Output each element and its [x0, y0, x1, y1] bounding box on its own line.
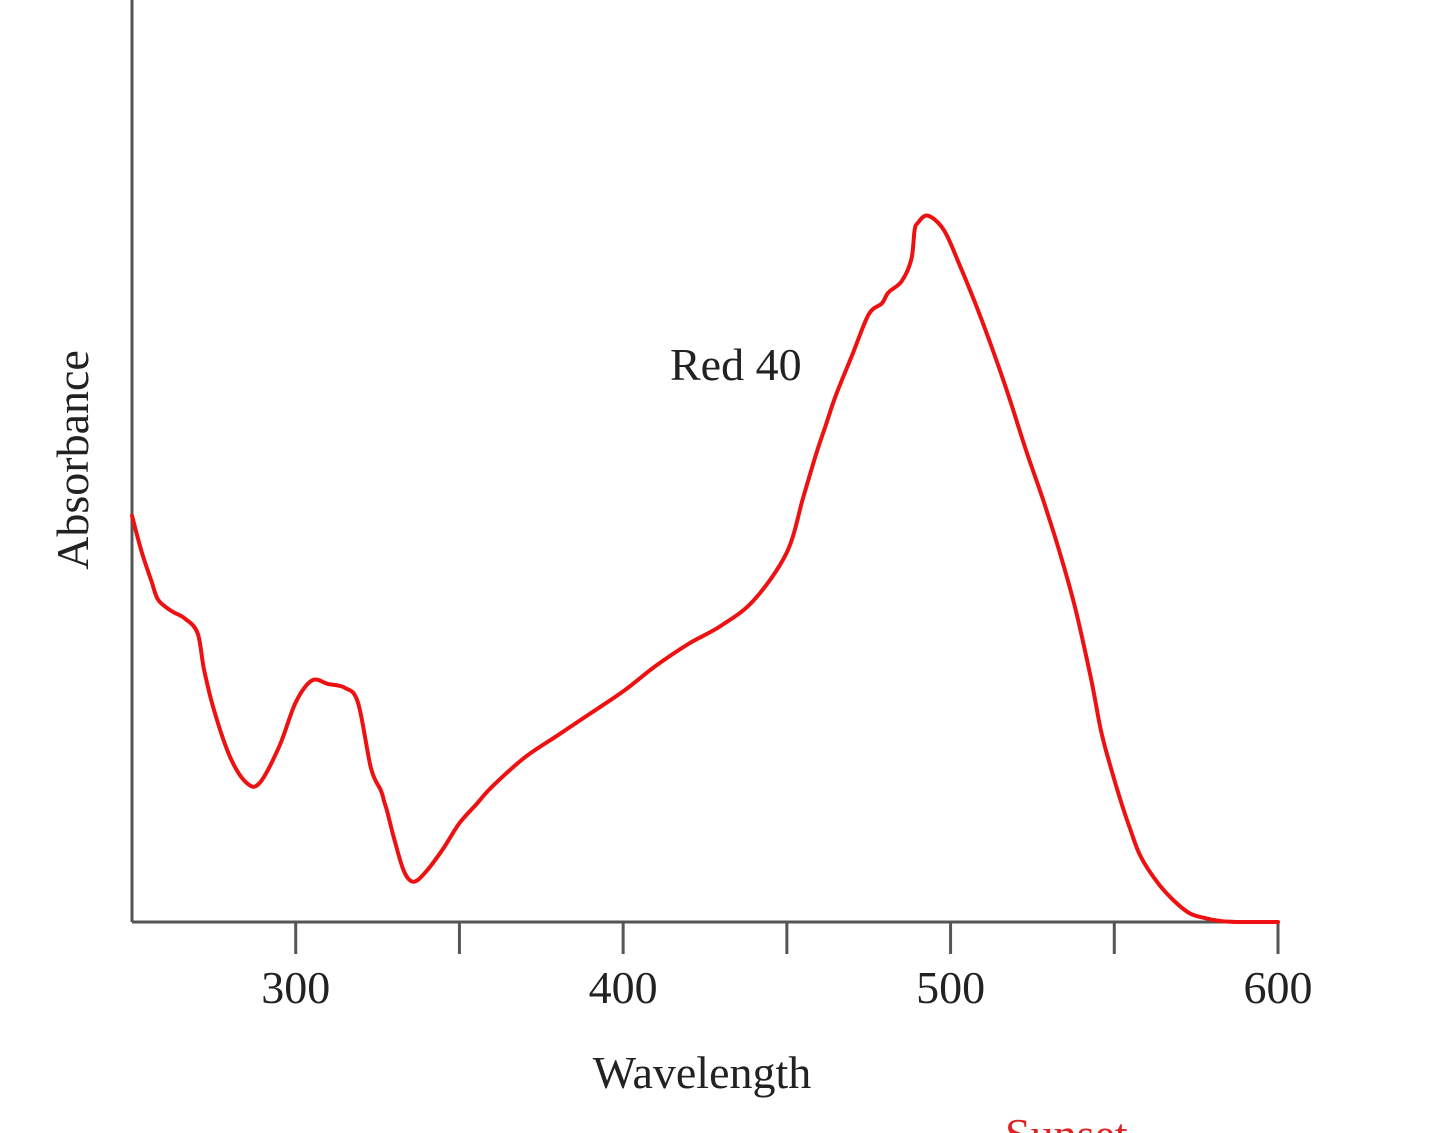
x-tick-label-400: 400: [589, 962, 658, 1013]
y-axis-label: Absorbance: [47, 350, 98, 570]
x-tick-labels: 300 400 500 600: [261, 962, 1312, 1013]
x-tick-label-600: 600: [1244, 962, 1313, 1013]
x-axis-label: Wavelength: [593, 1047, 812, 1098]
axes: [130, 0, 1278, 924]
x-ticks: [294, 922, 1280, 954]
footer-caption-fragment: Sunset: [1005, 1109, 1128, 1133]
x-tick-label-300: 300: [261, 962, 330, 1013]
x-tick-label-500: 500: [916, 962, 985, 1013]
annotation-label: Red 40: [670, 339, 802, 390]
series-line-red-40: [130, 213, 1280, 925]
